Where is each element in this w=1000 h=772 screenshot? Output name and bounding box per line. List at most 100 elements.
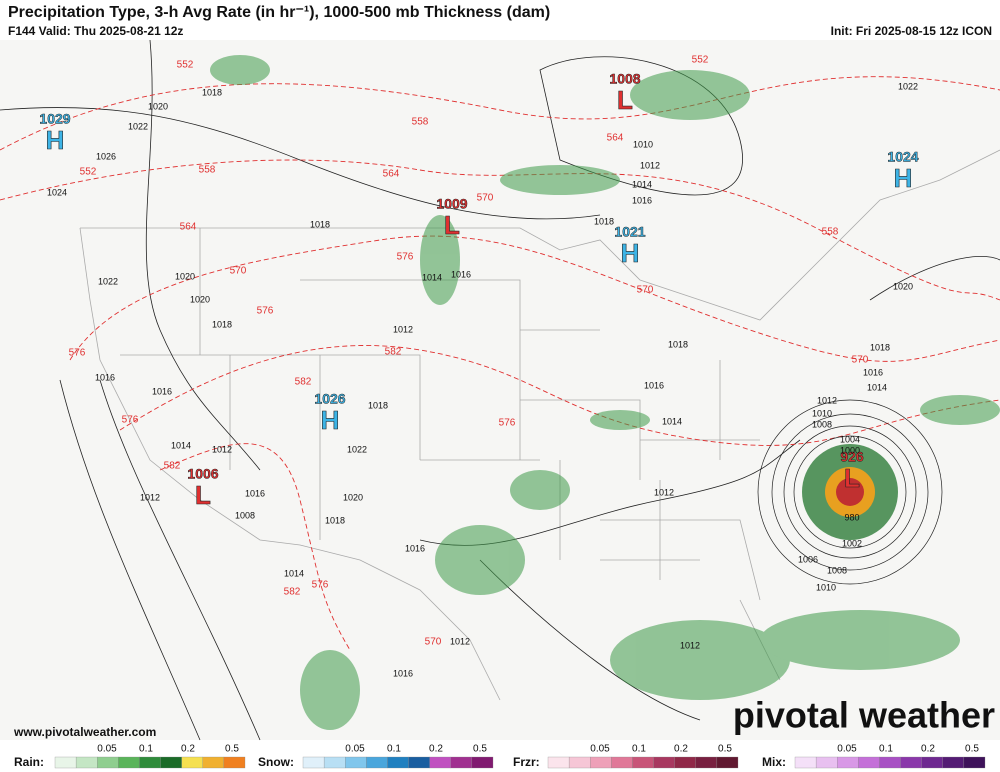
legend-label: Mix: [762,755,786,769]
center-value: 926 [840,449,864,465]
isobar-label: 1026 [96,151,116,161]
legend-swatch [879,756,901,769]
isobar-label: 1022 [98,276,118,286]
legend-tick: 0.1 [632,744,646,755]
center-letter: H [894,163,913,193]
isobar-label: 1012 [640,160,660,170]
isobar-label: 1016 [393,668,413,678]
isobar-label: 1016 [632,195,652,205]
legend-tick: 0.1 [139,744,153,755]
legend-swatch [118,756,140,769]
isobar-label: 1020 [148,101,168,111]
isobar-label: 1014 [662,416,682,426]
valid-time: F144 Valid: Thu 2025-08-21 12z [8,24,183,38]
legend-tick: 0.2 [429,744,443,755]
center-letter: L [444,210,460,240]
legend-swatch [794,756,817,769]
thickness-label: 576 [499,418,516,429]
legend-swatch [611,756,633,769]
isobar-label: 1010 [812,408,832,418]
isobar-label: 1012 [212,444,232,454]
center-value: 1024 [887,149,918,165]
isobar-label: 1016 [152,386,172,396]
thickness-label: 570 [477,193,494,204]
legend-tick: 0.2 [674,744,688,755]
legend-swatch [632,756,654,769]
isobar-label: 1002 [842,538,862,548]
isobar-label: 1004 [840,434,860,444]
legend-swatch [181,756,203,769]
thickness-label: 576 [397,252,414,263]
thickness-label: 570 [637,285,654,296]
isobar-label: 1014 [284,568,304,578]
legend-tick: 0.1 [879,744,893,755]
legend-tick: 0.05 [590,744,610,755]
isobar-label: 1018 [870,342,890,352]
legend-swatch [408,756,430,769]
center-letter: L [195,480,211,510]
legend-swatch [450,756,473,769]
legend-swatch [139,756,161,769]
legend-tick: 0.5 [225,744,239,755]
thickness-label: 552 [692,55,709,66]
legend-swatch [695,756,718,769]
isobar-label: 1016 [863,367,883,377]
legend-tick: 0.5 [965,744,979,755]
legend-swatch [716,756,739,769]
isobar-label: 1022 [898,81,918,91]
thickness-label: 558 [412,117,429,128]
isobar-label: 1014 [422,272,442,282]
thickness-label: 552 [177,60,194,71]
isobar-label: 1014 [632,179,652,189]
legend-swatch [590,756,612,769]
center-value: 1009 [436,196,467,212]
legend-tick: 0.2 [181,744,195,755]
isobar-label: 1016 [95,372,115,382]
center-letter: H [46,125,65,155]
thickness-label: 582 [164,461,181,472]
isobar-label: 1016 [644,380,664,390]
isobar-label: 1018 [325,515,345,525]
isobar-label: 980 [844,512,859,522]
isobar-label: 1018 [310,219,330,229]
legend-tick: 0.05 [97,744,117,755]
legend-swatch [160,756,182,769]
legend-swatch [547,756,570,769]
legend-swatch [97,756,119,769]
legend-swatch [323,756,346,769]
legend-swatch [900,756,922,769]
legend-label: Rain: [14,755,44,769]
legend-swatch [653,756,675,769]
legend-swatch [963,756,986,769]
isobar-label: 1012 [450,636,470,646]
thickness-label: 576 [122,415,139,426]
isobar-label: 1014 [171,440,191,450]
center-value: 1021 [614,224,645,240]
isobar-label: 1018 [594,216,614,226]
thickness-label: 558 [822,227,839,238]
isobar-label: 1018 [668,339,688,349]
legend-swatch [223,756,246,769]
thickness-label: 570 [852,355,869,366]
thickness-label: 570 [425,637,442,648]
thickness-label: 576 [312,580,329,591]
thickness-label: 558 [199,165,216,176]
legend-label: Frzr: [513,755,540,769]
legend-swatch [942,756,965,769]
legend-swatch [54,756,77,769]
thickness-label: 576 [257,306,274,317]
isobar-label: 1000 [840,445,860,455]
legend-label: Snow: [258,755,294,769]
isobar-label: 1020 [893,281,913,291]
isobar-label: 1012 [140,492,160,502]
isobar-label: 1006 [798,554,818,564]
website: www.pivotalweather.com [13,725,156,739]
logo: pivotal weather [733,695,995,736]
legend-tick: 0.5 [473,744,487,755]
isobar-label: 1020 [190,294,210,304]
center-letter: H [621,238,640,268]
thickness-label: 576 [69,348,86,359]
center-letter: L [844,463,860,493]
legend-swatch [858,756,880,769]
init-time: Init: Fri 2025-08-15 12z ICON [831,24,992,38]
